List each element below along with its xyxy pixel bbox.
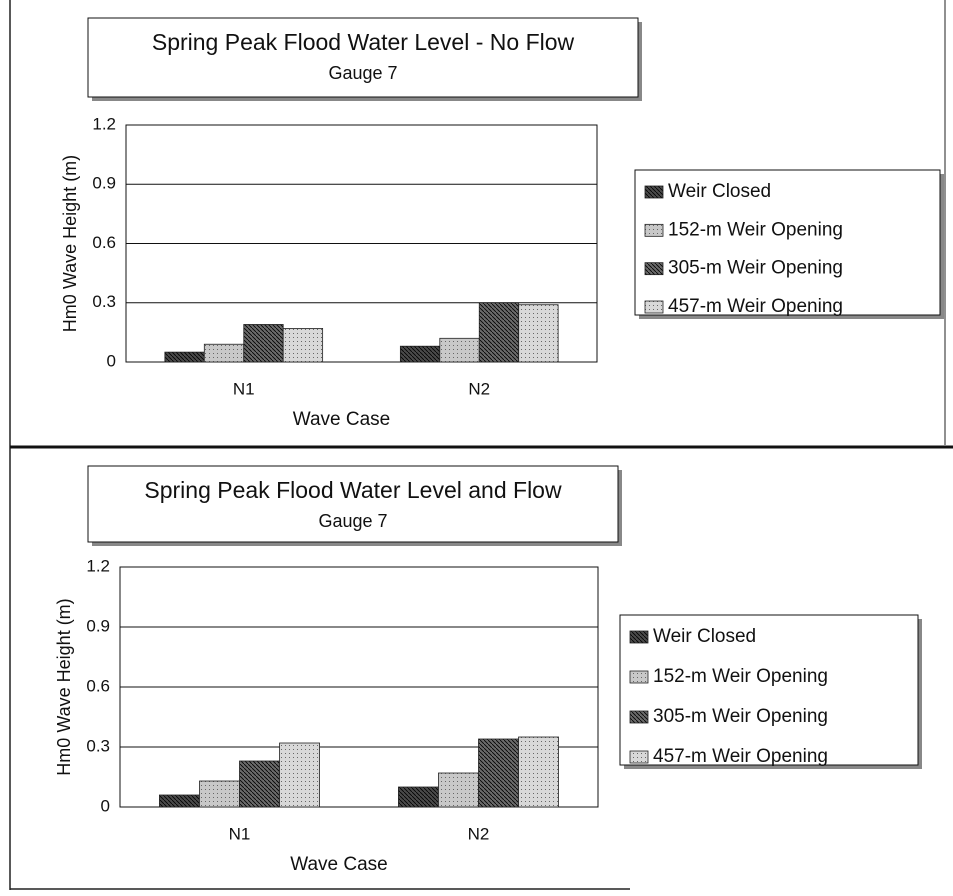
- legend-label: 152-m Weir Opening: [668, 219, 843, 240]
- legend-swatch: [629, 750, 649, 764]
- bar: [399, 345, 441, 363]
- bar: [279, 742, 320, 808]
- legend-swatch: [644, 300, 664, 314]
- y-tick-label: 0.6: [92, 233, 116, 252]
- title-box: [87, 17, 639, 98]
- y-tick-label: 0: [107, 351, 116, 370]
- y-tick-label: 0.9: [86, 616, 110, 635]
- x-tick-label: N1: [233, 379, 255, 398]
- bar: [398, 786, 439, 808]
- bar: [478, 738, 519, 808]
- y-tick-label: 0: [101, 796, 110, 815]
- bar: [282, 328, 324, 363]
- bar: [159, 794, 200, 808]
- y-tick-label: 0.3: [86, 736, 110, 755]
- legend-swatch: [629, 710, 649, 724]
- legend-label: Weir Closed: [653, 626, 756, 647]
- legend-label: Weir Closed: [668, 181, 771, 202]
- bar: [243, 324, 284, 363]
- legend-label: 152-m Weir Opening: [653, 666, 828, 687]
- title-box: [87, 465, 619, 543]
- y-tick-label: 0.6: [86, 676, 110, 695]
- y-tick-label: 0.9: [92, 174, 116, 193]
- bar: [518, 736, 559, 808]
- chart-subtitle: Gauge 7: [328, 63, 397, 83]
- bar: [478, 302, 520, 363]
- legend-swatch: [644, 185, 664, 199]
- bar: [439, 337, 480, 363]
- legend-swatch: [644, 262, 664, 276]
- legend-box: [619, 614, 919, 766]
- bar: [164, 351, 205, 363]
- legend-swatch: [629, 670, 649, 684]
- bar: [518, 304, 559, 363]
- x-axis-label: Wave Case: [290, 854, 388, 875]
- y-tick-label: 1.2: [92, 114, 116, 133]
- x-tick-label: N2: [468, 824, 490, 843]
- y-axis-label: Hm0 Wave Height (m): [60, 155, 80, 332]
- legend-label: 457-m Weir Opening: [653, 746, 828, 767]
- chart-title: Spring Peak Flood Water Level - No Flow: [152, 29, 575, 55]
- bar: [199, 780, 240, 808]
- legend-label: 457-m Weir Opening: [668, 296, 843, 317]
- legend-label: 305-m Weir Opening: [668, 258, 843, 279]
- x-axis-label: Wave Case: [293, 409, 391, 430]
- bar: [438, 772, 479, 808]
- bar: [239, 760, 280, 808]
- legend-swatch: [644, 223, 664, 237]
- x-tick-label: N2: [468, 379, 490, 398]
- legend-box: [634, 169, 941, 316]
- legend-swatch: [629, 630, 649, 644]
- chart-title: Spring Peak Flood Water Level and Flow: [144, 477, 562, 503]
- y-axis-label: Hm0 Wave Height (m): [54, 598, 74, 775]
- y-tick-label: 0.3: [92, 292, 116, 311]
- legend-label: 305-m Weir Opening: [653, 706, 828, 727]
- y-tick-label: 1.2: [86, 556, 110, 575]
- bar: [203, 343, 245, 363]
- chart-subtitle: Gauge 7: [318, 511, 387, 531]
- x-tick-label: N1: [229, 824, 251, 843]
